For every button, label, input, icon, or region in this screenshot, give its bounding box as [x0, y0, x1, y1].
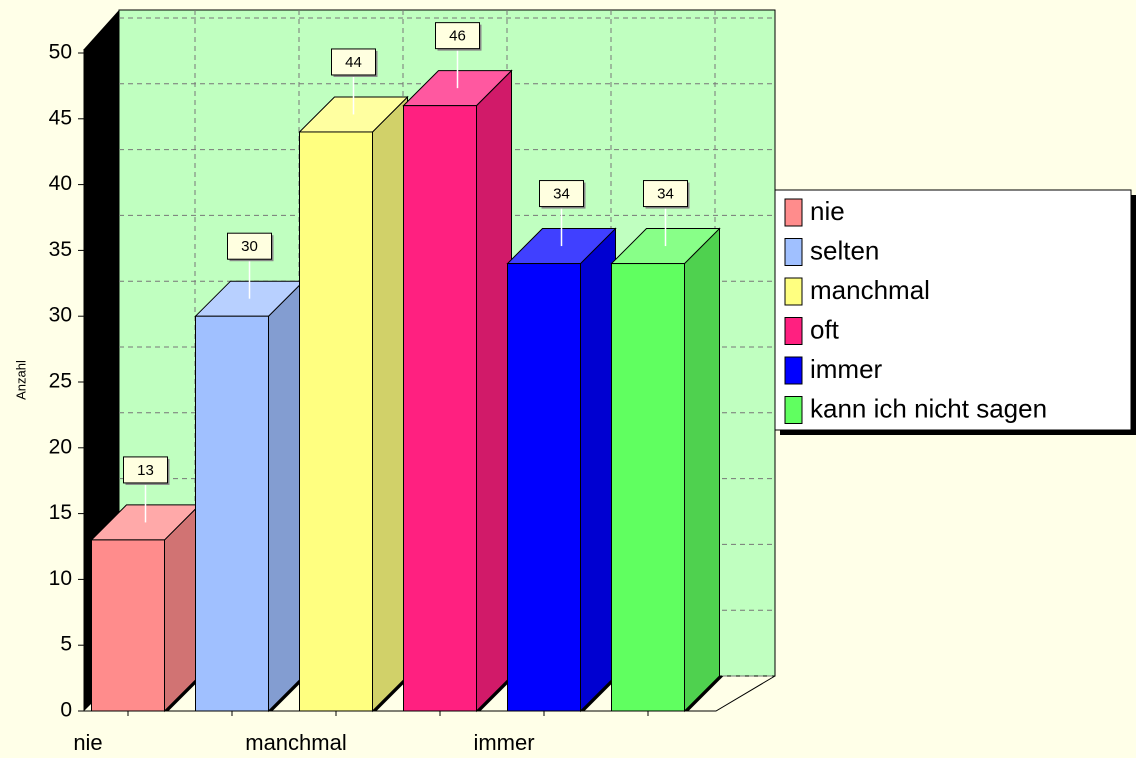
bar-side: [372, 95, 408, 713]
legend-label: kann ich nicht sagen: [810, 393, 1047, 423]
bar-front: [403, 105, 477, 712]
legend-label: nie: [810, 196, 845, 226]
y-tick-label: 50: [49, 41, 72, 64]
value-label: 46: [449, 28, 466, 45]
bar-front: [299, 131, 373, 712]
bar-side: [684, 227, 720, 713]
bar-side: [268, 279, 304, 713]
legend: [774, 189, 1132, 431]
bar: [610, 227, 721, 713]
x-tick-label: immer: [473, 730, 534, 755]
bar: [90, 503, 201, 713]
legend-swatch: [784, 277, 803, 306]
legend-swatch: [784, 238, 803, 266]
value-label-box: [123, 456, 168, 484]
bar-shadow: [268, 676, 308, 711]
y-tick-label: 10: [49, 567, 72, 590]
y-tick-label: 35: [49, 238, 72, 261]
y-tick-label: 40: [49, 172, 72, 195]
y-tick-label: 45: [49, 106, 72, 129]
bar: [194, 279, 305, 713]
y-tick-label: 20: [49, 435, 72, 458]
legend-swatch: [784, 356, 803, 385]
bar-side: [580, 227, 616, 713]
y-axis-label: Anzahl: [13, 360, 28, 400]
y-tick-label: 15: [49, 501, 72, 524]
bar-shadow: [684, 676, 724, 711]
bar-shadow: [372, 676, 412, 711]
value-label: 13: [137, 462, 154, 479]
legend-label: selten: [810, 235, 879, 265]
value-label-box: [331, 48, 376, 76]
bar: [506, 227, 617, 713]
legend-swatch: [784, 396, 803, 424]
value-label: 34: [657, 186, 674, 203]
bar-side: [476, 69, 512, 713]
bar-side: [164, 503, 200, 713]
legend-label: oft: [810, 314, 840, 344]
bar-front: [611, 263, 685, 712]
bar: [402, 69, 513, 713]
floor-edge: [84, 675, 776, 712]
bar-shadow: [164, 676, 204, 711]
y-tick-label: 0: [60, 699, 72, 722]
legend-label: manchmal: [810, 275, 930, 305]
y-tick-label: 30: [49, 304, 72, 327]
bar-shadow: [476, 676, 516, 711]
value-label: 30: [241, 238, 258, 255]
bar-front: [195, 315, 269, 712]
value-label: 44: [345, 54, 362, 71]
bar: [298, 95, 409, 713]
legend-label: immer: [810, 354, 883, 384]
x-tick-label: nie: [73, 730, 102, 755]
value-label-box: [539, 180, 584, 208]
bar-shadow: [580, 676, 620, 711]
legend-swatch: [784, 317, 803, 345]
value-label-box: [227, 232, 272, 260]
bar-front: [507, 263, 581, 712]
legend-swatch: [784, 198, 803, 227]
x-tick-label: manchmal: [245, 730, 346, 755]
y-tick-label: 25: [49, 370, 72, 393]
value-label: 34: [553, 186, 570, 203]
value-label-box: [643, 180, 688, 208]
value-label-box: [435, 22, 480, 50]
y-tick-label: 5: [60, 633, 72, 656]
bar-front: [91, 539, 165, 712]
